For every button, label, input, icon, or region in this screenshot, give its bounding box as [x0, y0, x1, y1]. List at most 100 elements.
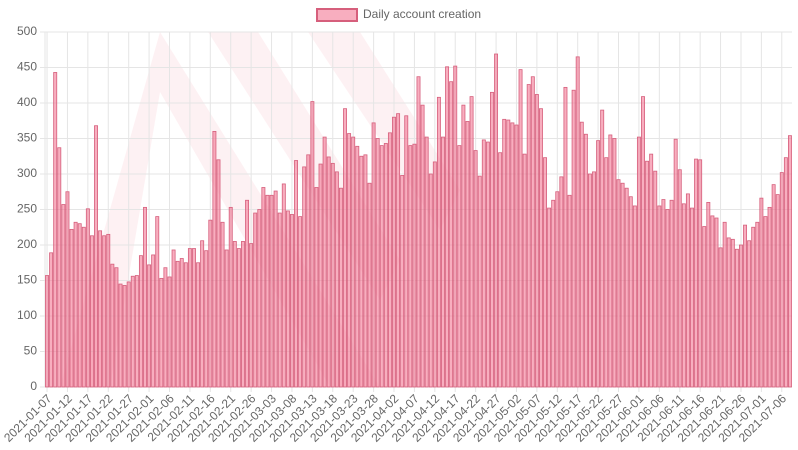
bar [763, 216, 768, 388]
bar [767, 206, 772, 388]
bar [192, 248, 196, 388]
bar [355, 145, 360, 388]
y-tick-label: 500 [17, 24, 37, 38]
bar [583, 133, 588, 388]
bar [571, 89, 576, 388]
bar [77, 223, 82, 388]
bar [530, 76, 535, 388]
legend[interactable]: Daily account creation [316, 7, 481, 22]
bar [677, 169, 682, 388]
bar [265, 194, 270, 388]
bar [612, 138, 617, 388]
y-tick-label: 350 [17, 131, 37, 145]
bar [534, 94, 539, 388]
bar [106, 233, 111, 388]
bar [318, 163, 323, 388]
bar [453, 65, 458, 388]
bar [775, 194, 780, 388]
y-tick-label: 450 [17, 60, 37, 74]
bar [485, 141, 490, 388]
bar [436, 96, 441, 388]
bar [445, 66, 450, 388]
bar [673, 138, 678, 388]
bar [555, 191, 560, 388]
bar [669, 199, 674, 388]
bar [228, 206, 233, 388]
bar [65, 191, 70, 388]
bar [579, 121, 584, 388]
bar [290, 214, 294, 388]
bar [473, 150, 478, 388]
bar [383, 143, 388, 388]
bar [432, 161, 437, 388]
bar [620, 182, 625, 388]
bar [326, 156, 331, 388]
bar [134, 275, 139, 388]
bar [379, 145, 384, 388]
bar [587, 173, 592, 388]
bar [387, 132, 392, 388]
bar [743, 224, 748, 388]
bar [600, 109, 605, 388]
bar [261, 187, 266, 388]
bar [212, 130, 217, 388]
bar [441, 136, 445, 388]
bar [396, 113, 401, 388]
bar [314, 187, 319, 388]
bar [420, 104, 425, 388]
y-tick-label: 250 [17, 202, 37, 216]
bar [392, 116, 396, 388]
bar [81, 226, 86, 388]
bar [208, 219, 213, 388]
bar [232, 241, 237, 388]
bar [461, 104, 466, 388]
bar [665, 209, 670, 388]
bar [539, 108, 543, 388]
bar [518, 69, 523, 388]
bar [416, 76, 421, 388]
bar [657, 205, 662, 388]
bar [730, 238, 735, 388]
bar [155, 216, 160, 388]
bar [367, 182, 372, 388]
bar [151, 254, 156, 388]
bar [408, 145, 413, 388]
bar [457, 145, 462, 388]
bar [130, 275, 135, 388]
bar [102, 235, 107, 388]
bar [653, 170, 658, 388]
bar [73, 221, 78, 388]
bar [759, 197, 764, 388]
legend-swatch [316, 8, 358, 22]
bar [641, 96, 645, 388]
bar [690, 207, 694, 388]
bar [138, 255, 143, 388]
bar [449, 81, 454, 388]
bar [85, 208, 90, 388]
bar [375, 138, 380, 388]
bar [285, 210, 290, 388]
bar [143, 206, 147, 388]
bar [257, 209, 262, 388]
bar [281, 183, 286, 388]
bar [783, 157, 788, 388]
bar [98, 230, 103, 388]
y-tick-label: 50 [24, 344, 38, 358]
bar [575, 56, 580, 388]
bar [371, 122, 376, 388]
bar [412, 143, 417, 388]
bar [277, 212, 282, 388]
bar [649, 153, 654, 388]
bar [294, 160, 298, 388]
bar [249, 243, 254, 388]
bar [241, 241, 245, 388]
bar [490, 91, 494, 388]
bar [498, 152, 503, 388]
bar [310, 101, 315, 388]
bar [722, 221, 727, 388]
bar [739, 244, 743, 388]
bar [216, 159, 221, 388]
bar [200, 240, 205, 388]
bar [469, 96, 474, 388]
bar [551, 199, 556, 388]
